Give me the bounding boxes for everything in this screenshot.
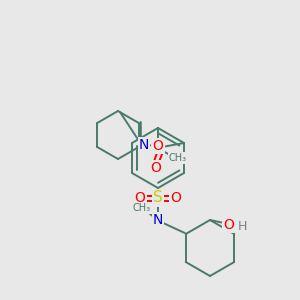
- Text: O: O: [135, 191, 146, 205]
- Text: O: O: [153, 139, 164, 153]
- Text: N: N: [139, 138, 149, 152]
- Text: O: O: [171, 191, 182, 205]
- Text: CH₃: CH₃: [169, 153, 187, 163]
- Text: O: O: [151, 161, 161, 175]
- Text: N: N: [153, 213, 163, 227]
- Text: H: H: [237, 220, 247, 233]
- Text: CH₃: CH₃: [133, 203, 151, 213]
- Text: S: S: [153, 190, 163, 206]
- Text: O: O: [224, 218, 234, 232]
